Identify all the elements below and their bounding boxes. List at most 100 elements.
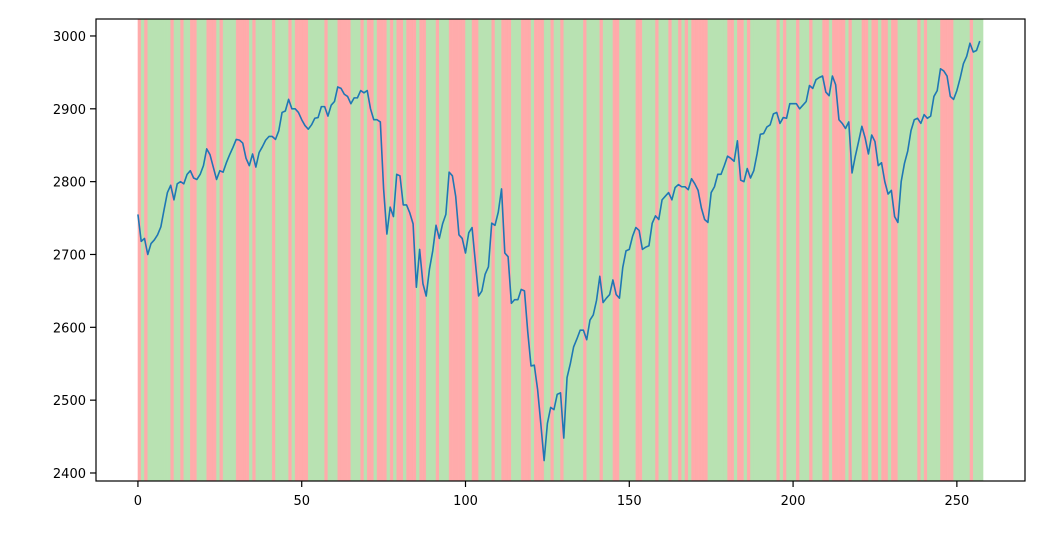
background-span	[710, 18, 715, 482]
background-span	[897, 18, 902, 482]
background-span	[887, 18, 892, 482]
background-span	[491, 18, 496, 482]
background-span	[475, 18, 479, 482]
x-tick-label: 50	[293, 494, 310, 509]
background-span	[249, 18, 253, 482]
background-span	[452, 18, 456, 482]
background-span	[691, 18, 696, 482]
y-tick-label: 2700	[53, 248, 86, 263]
background-span	[556, 18, 561, 482]
background-span	[818, 18, 823, 482]
background-span	[494, 18, 499, 482]
background-span	[242, 18, 247, 482]
background-span	[972, 18, 977, 482]
background-span	[324, 18, 329, 482]
background-span	[543, 18, 548, 482]
background-span	[950, 18, 954, 482]
background-span	[930, 18, 935, 482]
background-span	[615, 18, 620, 482]
background-span	[514, 18, 519, 482]
background-span	[766, 18, 771, 482]
background-span	[874, 18, 879, 482]
background-span	[288, 18, 293, 482]
background-span	[779, 18, 784, 482]
background-span	[278, 18, 283, 482]
background-span	[687, 18, 692, 482]
background-span	[773, 18, 777, 482]
background-span	[586, 18, 591, 482]
background-span	[406, 18, 411, 482]
background-span	[792, 18, 797, 482]
background-span	[154, 18, 158, 482]
background-span	[438, 18, 443, 482]
background-span	[193, 18, 198, 482]
background-span	[923, 18, 928, 482]
background-span	[285, 18, 289, 482]
background-span	[140, 18, 145, 482]
background-span	[203, 18, 208, 482]
background-span	[606, 18, 610, 482]
background-span	[157, 18, 162, 482]
background-span	[402, 18, 407, 482]
background-span	[671, 18, 676, 482]
background-span	[966, 18, 971, 482]
background-span	[167, 18, 171, 482]
background-span	[697, 18, 702, 482]
background-span	[648, 18, 653, 482]
background-span	[291, 18, 296, 482]
background-span	[396, 18, 401, 482]
background-span	[799, 18, 804, 482]
background-span	[704, 18, 709, 482]
background-span	[720, 18, 725, 482]
background-span	[150, 18, 155, 482]
background-span	[612, 18, 617, 482]
background-span	[566, 18, 571, 482]
background-span	[373, 18, 378, 482]
background-span	[252, 18, 257, 482]
background-span	[589, 18, 594, 482]
background-span	[212, 18, 217, 482]
background-span	[717, 18, 722, 482]
background-span	[199, 18, 204, 482]
background-span	[763, 18, 768, 482]
background-span	[232, 18, 237, 482]
background-span	[753, 18, 758, 482]
background-span	[645, 18, 650, 482]
y-tick-label: 3000	[53, 30, 86, 45]
background-span	[275, 18, 280, 482]
background-span	[832, 18, 836, 482]
background-span	[579, 18, 584, 482]
background-span	[868, 18, 872, 482]
x-tick-label: 150	[617, 494, 642, 509]
background-span	[455, 18, 460, 482]
background-span	[661, 18, 666, 482]
background-span	[583, 18, 588, 482]
background-span	[527, 18, 532, 482]
background-span	[714, 18, 719, 482]
background-span	[943, 18, 948, 482]
background-span	[229, 18, 234, 482]
background-span	[596, 18, 601, 482]
background-span	[363, 18, 368, 482]
background-span	[782, 18, 787, 482]
background-span	[976, 18, 981, 482]
background-span	[206, 18, 211, 482]
y-tick-label: 2800	[53, 176, 86, 191]
background-span	[484, 18, 489, 482]
background-span	[845, 18, 850, 482]
background-span	[959, 18, 964, 482]
background-span	[163, 18, 168, 482]
background-span	[651, 18, 656, 482]
background-span	[540, 18, 545, 482]
background-span	[307, 18, 312, 482]
background-span	[360, 18, 365, 482]
x-tick-label: 250	[944, 494, 969, 509]
background-span	[789, 18, 794, 482]
background-span	[422, 18, 427, 482]
background-span	[481, 18, 486, 482]
background-span	[511, 18, 515, 482]
y-tick-label: 2900	[53, 103, 86, 118]
background-span	[445, 18, 450, 482]
background-span	[619, 18, 624, 482]
